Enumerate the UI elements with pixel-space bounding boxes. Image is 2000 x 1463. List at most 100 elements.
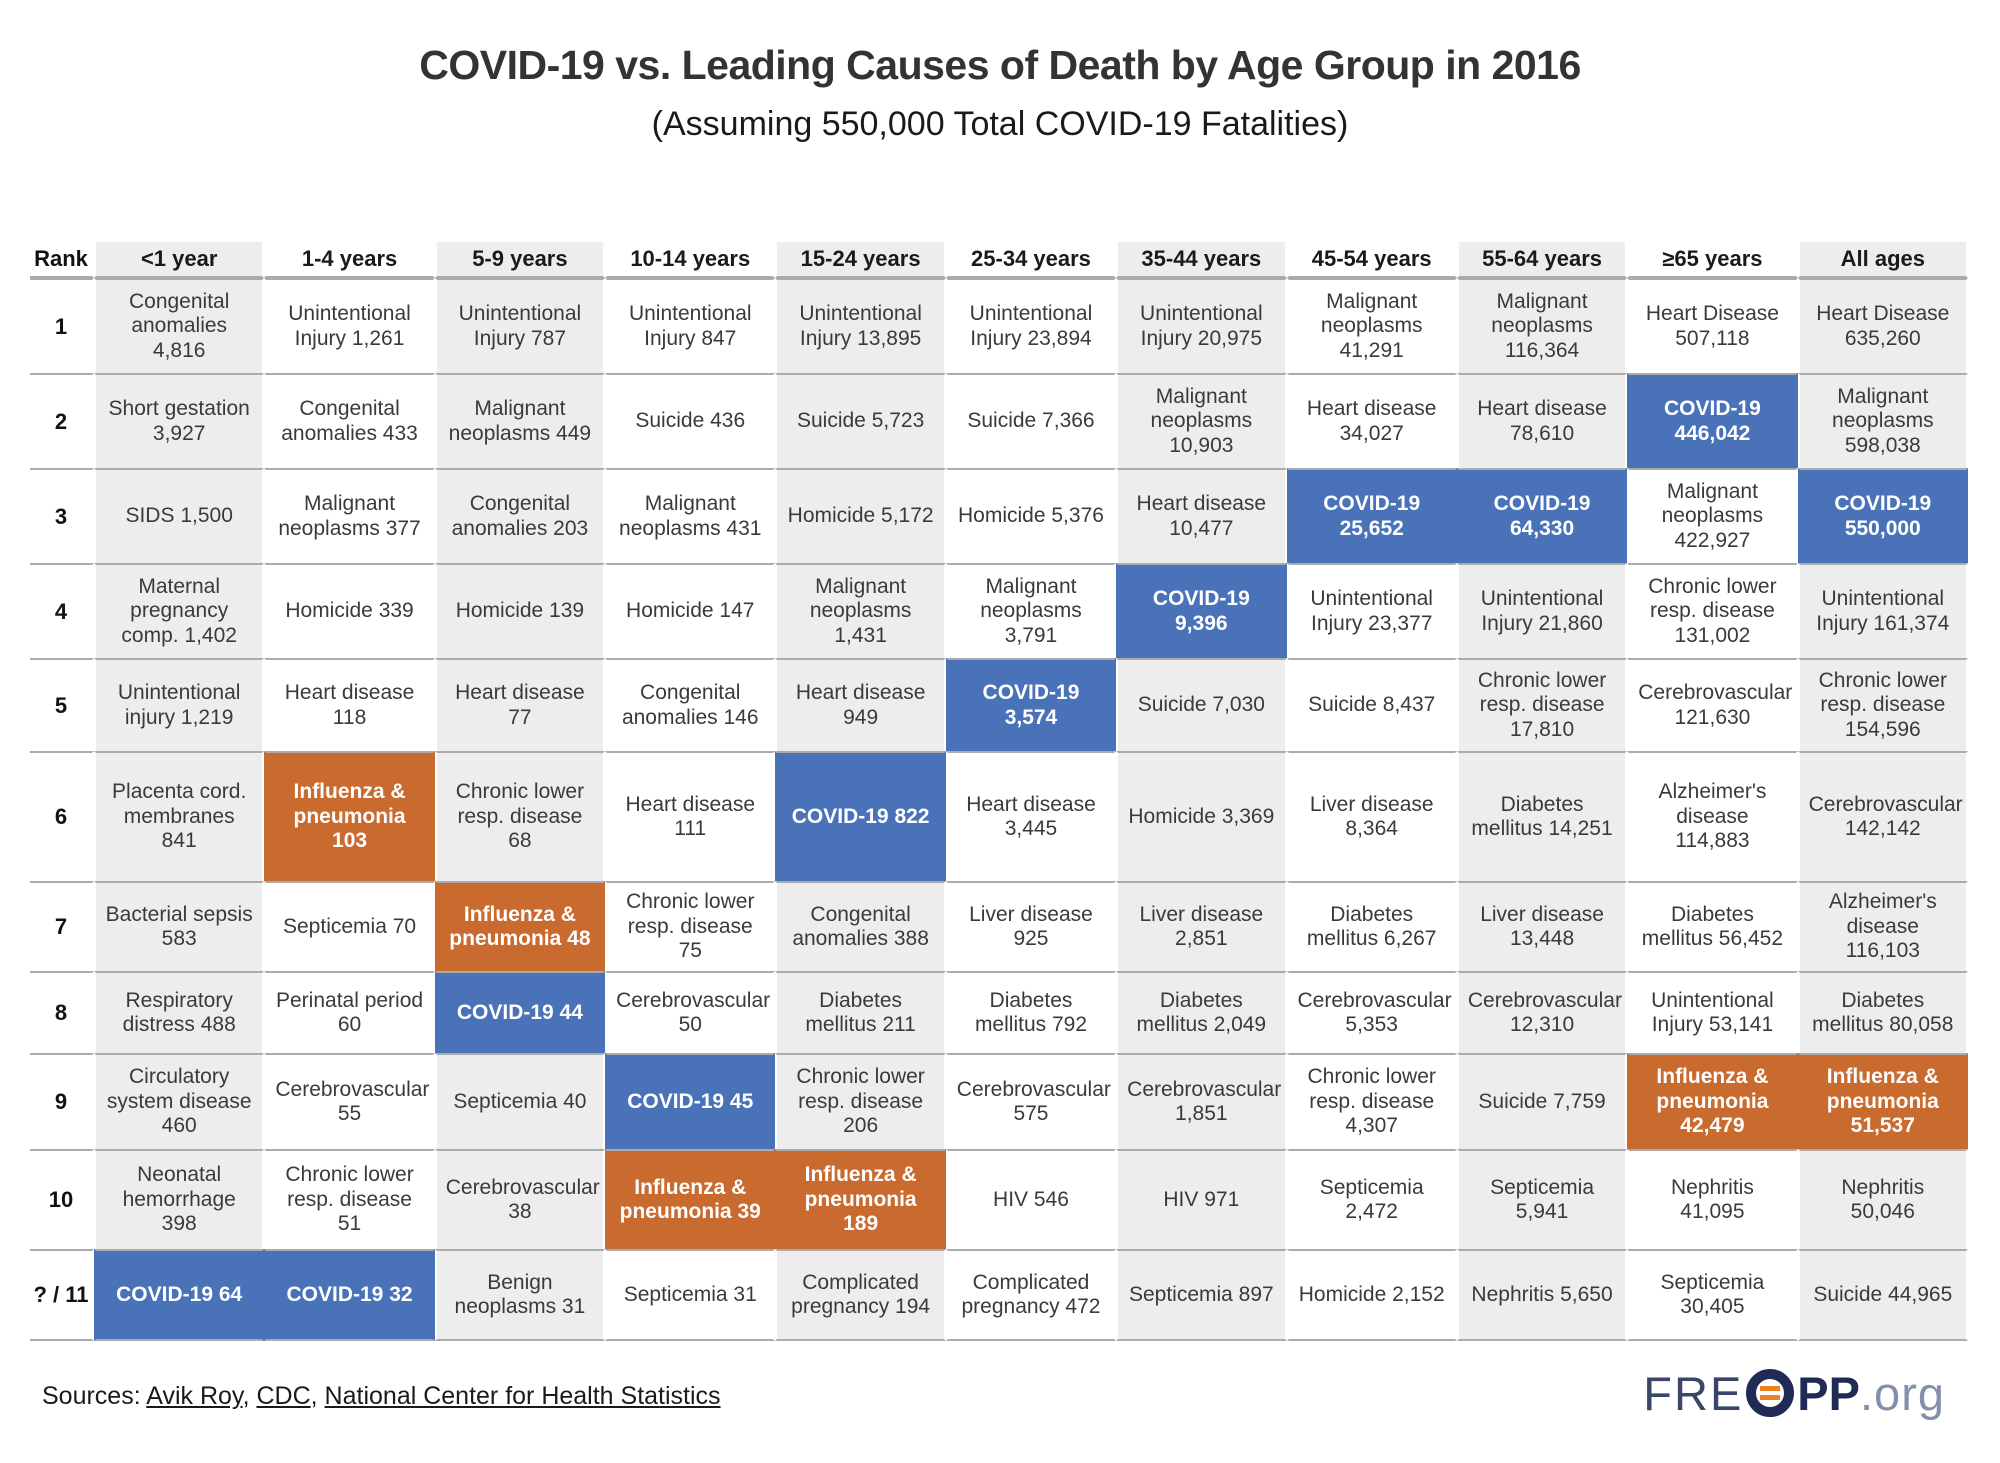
cause-cell: HIV 971 — [1116, 1149, 1287, 1249]
cause-cell: COVID-19 9,396 — [1116, 563, 1287, 658]
rank-cell: 8 — [30, 971, 94, 1053]
cause-cell: Heart disease 3,445 — [945, 751, 1117, 881]
cause-cell: Nephritis 50,046 — [1797, 1149, 1968, 1249]
cause-cell: COVID-19 64 — [94, 1249, 265, 1341]
cause-cell: Heart disease 34,027 — [1286, 373, 1457, 468]
cause-cell: Short gestation 3,927 — [94, 373, 265, 468]
cause-cell: Diabetes mellitus 14,251 — [1456, 751, 1628, 881]
cause-cell: COVID-19 3,574 — [945, 658, 1117, 751]
source-link-nchs[interactable]: National Center for Health Statistics — [324, 1382, 721, 1410]
cause-cell: Suicide 8,437 — [1286, 658, 1457, 751]
cause-cell: Chronic lower resp. disease 75 — [605, 881, 776, 971]
source-link-avik-roy[interactable]: Avik Roy — [146, 1382, 243, 1410]
cause-cell: Diabetes mellitus 2,049 — [1116, 971, 1287, 1053]
cause-cell: Malignant neoplasms 598,038 — [1797, 373, 1968, 468]
cause-cell: Perinatal period 60 — [264, 971, 435, 1053]
cause-cell: Homicide 339 — [264, 563, 435, 658]
sources-separator-2: , — [310, 1382, 325, 1410]
cause-cell: Homicide 5,376 — [945, 468, 1117, 563]
cause-cell: Liver disease 13,448 — [1456, 881, 1628, 971]
cause-cell: Malignant neoplasms 449 — [434, 373, 606, 468]
table-row: 3 SIDS 1,500 Malignant neoplasms 377 Congen… — [30, 468, 1968, 563]
header-cell-age-group: 25-34 years — [945, 242, 1117, 278]
cause-cell: Chronic lower resp. disease 131,002 — [1627, 563, 1798, 658]
cause-cell: Bacterial sepsis 583 — [94, 881, 265, 971]
sources-separator-1: , — [242, 1382, 257, 1410]
logo-text-fre: FRE — [1643, 1366, 1744, 1420]
table-row: 4 Maternal pregnancy comp. 1,402 Homicide … — [30, 563, 1968, 658]
cause-cell: Unintentional injury 1,219 — [94, 658, 265, 751]
rank-cell: 2 — [30, 373, 94, 468]
page-title: COVID-19 vs. Leading Causes of Death by … — [419, 42, 1581, 88]
cause-cell: Suicide 7,366 — [945, 373, 1117, 468]
cause-cell: Respiratory distress 488 — [94, 971, 265, 1053]
cause-cell: Unintentional Injury 13,895 — [775, 278, 946, 373]
cause-cell: Heart disease 111 — [605, 751, 776, 881]
cause-cell: Malignant neoplasms 3,791 — [945, 563, 1117, 658]
rank-cell: ? / 11 — [30, 1249, 94, 1341]
source-link-cdc[interactable]: CDC — [256, 1382, 311, 1410]
cause-cell: Suicide 44,965 — [1797, 1249, 1968, 1341]
table-row: 1 Congenital anomalies 4,816 Unintentional… — [30, 278, 1968, 373]
rank-cell: 4 — [30, 563, 94, 658]
cause-cell: Influenza & pneumonia 42,479 — [1627, 1053, 1798, 1149]
cause-cell: Heart disease 77 — [434, 658, 606, 751]
cause-cell: Malignant neoplasms 422,927 — [1627, 468, 1798, 563]
cause-cell: COVID-19 446,042 — [1627, 373, 1798, 468]
cause-cell: HIV 546 — [945, 1149, 1117, 1249]
cause-cell: Diabetes mellitus 6,267 — [1286, 881, 1457, 971]
sources-line: Sources: Avik Roy, CDC, National Center … — [42, 1382, 721, 1411]
cause-cell: Unintentional Injury 20,975 — [1116, 278, 1287, 373]
cause-cell: Unintentional Injury 23,894 — [945, 278, 1117, 373]
cause-cell: Septicemia 31 — [605, 1249, 776, 1341]
rank-cell: 10 — [30, 1149, 94, 1249]
cause-cell: Chronic lower resp. disease 17,810 — [1456, 658, 1628, 751]
cause-cell: Homicide 2,152 — [1286, 1249, 1457, 1341]
rank-cell: 5 — [30, 658, 94, 751]
cause-cell: Suicide 7,759 — [1456, 1053, 1628, 1149]
cause-cell: Congenital anomalies 146 — [605, 658, 776, 751]
cause-cell: COVID-19 822 — [775, 751, 946, 881]
page-subtitle: (Assuming 550,000 Total COVID-19 Fatalit… — [651, 105, 1349, 143]
cause-cell: COVID-19 550,000 — [1797, 468, 1968, 563]
cause-cell: Heart disease 949 — [775, 658, 946, 751]
cause-cell: Benign neoplasms 31 — [434, 1249, 606, 1341]
rank-cell: 3 — [30, 468, 94, 563]
cause-cell: Unintentional Injury 847 — [605, 278, 776, 373]
rank-cell: 1 — [30, 278, 94, 373]
rank-cell: 9 — [30, 1053, 94, 1149]
cause-cell: COVID-19 25,652 — [1286, 468, 1457, 563]
cause-cell: Influenza & pneumonia 51,537 — [1797, 1053, 1968, 1149]
cause-cell: Influenza & pneumonia 103 — [264, 751, 435, 881]
cause-cell: Congenital anomalies 388 — [775, 881, 946, 971]
cause-cell: Unintentional Injury 161,374 — [1797, 563, 1968, 658]
cause-cell: Unintentional Injury 21,860 — [1456, 563, 1628, 658]
cause-cell: Homicide 139 — [434, 563, 606, 658]
cause-cell: Diabetes mellitus 211 — [775, 971, 946, 1053]
header-cell-age-group: 55-64 years — [1456, 242, 1628, 278]
cause-cell: Cerebrovascular 5,353 — [1286, 971, 1457, 1053]
sources-prefix: Sources: — [42, 1382, 147, 1410]
death-causes-table: Rank <1 year 1-4 years 5-9 years 10-14 years… — [30, 242, 1968, 1341]
cause-cell: Neonatal hemorrhage 398 — [94, 1149, 265, 1249]
table-row: 6 Placenta cord. membranes 841 Influenza &… — [30, 751, 1968, 881]
cause-cell: Septicemia 40 — [434, 1053, 606, 1149]
header-cell-age-group: 10-14 years — [605, 242, 776, 278]
cause-cell: COVID-19 32 — [264, 1249, 435, 1341]
cause-cell: Placenta cord. membranes 841 — [94, 751, 265, 881]
cause-cell: Influenza & pneumonia 189 — [775, 1149, 946, 1249]
cause-cell: Septicemia 70 — [264, 881, 435, 971]
cause-cell: Unintentional Injury 1,261 — [264, 278, 435, 373]
header-cell-age-group: 35-44 years — [1116, 242, 1287, 278]
table-row: 5 Unintentional injury 1,219 Heart disease… — [30, 658, 1968, 751]
logo-text-org: .org — [1860, 1366, 1945, 1420]
cause-cell: Heart Disease 635,260 — [1797, 278, 1968, 373]
header-cell-age-group: ≥65 years — [1627, 242, 1798, 278]
header-cell-age-group: 15-24 years — [775, 242, 946, 278]
header-cell-age-group: 1-4 years — [264, 242, 435, 278]
cause-cell: Cerebrovascular 121,630 — [1627, 658, 1798, 751]
header-cell-age-group: 5-9 years — [434, 242, 606, 278]
cause-cell: Heart disease 78,610 — [1456, 373, 1628, 468]
cause-cell: Unintentional Injury 787 — [434, 278, 606, 373]
cause-cell: COVID-19 64,330 — [1456, 468, 1628, 563]
